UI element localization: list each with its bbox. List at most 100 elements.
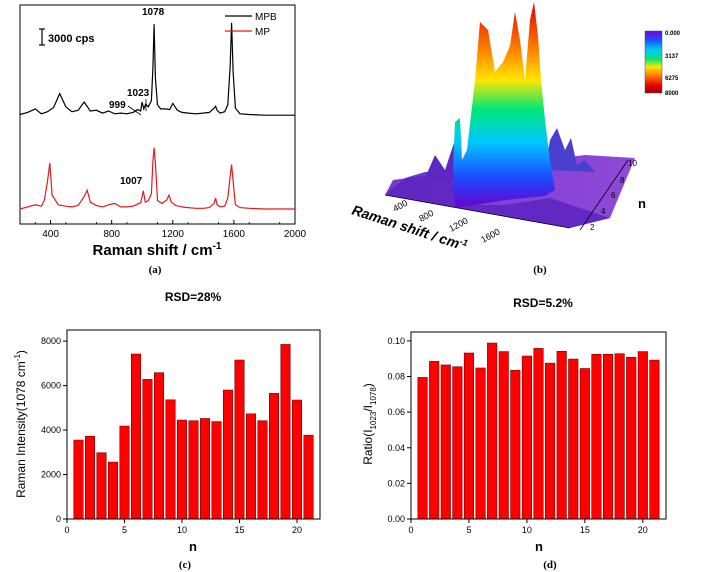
- colorbar-tick-0: 0.000: [665, 31, 681, 37]
- bar: [245, 413, 257, 520]
- x-tick-label: 5: [122, 525, 127, 535]
- y-tick-label: 0: [56, 514, 61, 524]
- bar: [199, 418, 211, 520]
- y-tick-label: 0.04: [387, 443, 405, 453]
- colorbar: [644, 30, 663, 94]
- x-tick-label: 1200: [162, 229, 185, 240]
- chart-c-ylabel: Raman Intensity(1078 cm-1): [13, 350, 28, 498]
- series-line-mpb: [19, 22, 295, 116]
- x-tick-label: 10: [522, 525, 532, 535]
- bar: [84, 435, 96, 520]
- chart-d-xlabel: n: [535, 539, 543, 554]
- colorbar-tick-3: 8000: [665, 91, 679, 97]
- chart-d: RSD=5.2% 0 5 10 15 20 0.00 0.02 0.04 0.06 0.08 0.1…: [361, 296, 667, 571]
- y-tick-label: 0.02: [387, 478, 405, 488]
- y-tick-label: 0.06: [387, 407, 405, 417]
- x-tick-label: 5: [466, 525, 471, 535]
- peak-label-1078: 1078: [142, 7, 165, 18]
- bar: [579, 368, 590, 520]
- bar: [211, 421, 222, 520]
- bar: [556, 350, 567, 520]
- bar: [498, 351, 509, 520]
- n-tick-2: 2: [590, 223, 595, 232]
- bar: [602, 353, 614, 520]
- chart-c-title: RSD=28%: [165, 290, 222, 304]
- x-tick-label: 1600: [223, 229, 246, 240]
- bar: [568, 358, 579, 520]
- n-tick-8: 8: [620, 176, 625, 185]
- x-tick-label: 20: [638, 525, 648, 535]
- panel-label-d: (d): [543, 559, 557, 571]
- colorbar-tick-1: 3137: [665, 54, 679, 60]
- y-tick-label: 4000: [41, 425, 61, 435]
- legend-mpb: MPB: [255, 12, 277, 23]
- bar: [73, 439, 84, 520]
- peak-label-1023: 1023: [127, 88, 150, 99]
- bar: [257, 420, 268, 520]
- bar: [153, 372, 165, 520]
- bar: [614, 353, 625, 520]
- chart-b-xaxis: [384, 194, 571, 229]
- bar: [188, 420, 199, 520]
- x-tick-label: 800: [103, 229, 120, 240]
- chart-b-ylabel: n: [638, 196, 646, 211]
- y-tick-label: 0.10: [387, 336, 405, 346]
- bar: [429, 361, 440, 520]
- chart-c: RSD=28% 0 5 10 15 20 0 2000 4000 6000 8000 n Rama…: [13, 290, 321, 571]
- chart-a: 400 800 1200 1600 2000 3000 cps MPB MP 1078 …: [19, 4, 307, 276]
- series-line-mp: [19, 147, 295, 210]
- y-tick-label: 0.00: [387, 514, 405, 524]
- y-tick-label: 2000: [41, 470, 61, 480]
- b-xtick-1200: 1200: [447, 216, 469, 234]
- scale-bar-label: 3000 cps: [48, 33, 94, 45]
- bar: [176, 419, 188, 520]
- bar: [521, 355, 532, 520]
- bar: [417, 377, 428, 520]
- surface-ridge-back: [545, 128, 595, 172]
- chart-b: 0.000 3137 6275 8000 2 4 6 8 10 n 400 80…: [350, 2, 681, 276]
- n-axis: [579, 159, 629, 231]
- bar: [626, 356, 637, 520]
- bar: [533, 348, 544, 520]
- x-tick-label: 400: [42, 229, 59, 240]
- bar: [463, 352, 475, 520]
- bar: [107, 461, 119, 520]
- chart-c-xlabel: n: [189, 539, 197, 554]
- y-tick-label: 6000: [41, 381, 61, 391]
- chart-a-xlabel: Raman shift / cm-1: [93, 241, 222, 259]
- x-tick-label: 0: [408, 525, 413, 535]
- bar: [510, 369, 521, 520]
- b-xtick-1600: 1600: [479, 227, 501, 245]
- bar: [280, 344, 291, 520]
- surface-main-peak: [453, 2, 555, 208]
- bar: [475, 367, 486, 520]
- bar: [142, 379, 153, 520]
- bar: [291, 399, 303, 520]
- chart-a-legend: MPB MP: [225, 12, 277, 38]
- scale-bar: 3000 cps: [39, 28, 94, 46]
- b-xtick-400: 400: [391, 198, 409, 214]
- bar: [487, 342, 498, 520]
- chart-c-frame: [66, 329, 321, 520]
- panel-label-c: (c): [179, 559, 192, 571]
- n-tick-10: 10: [628, 159, 637, 168]
- chart-d-ylabel: Ratio(I1023/I1078): [361, 383, 378, 465]
- peak-arrow-999: [127, 105, 142, 116]
- bar: [130, 353, 142, 520]
- bar: [165, 399, 176, 520]
- legend-mp: MP: [255, 27, 270, 38]
- chart-d-title: RSD=5.2%: [513, 296, 573, 310]
- bar: [649, 359, 660, 520]
- n-tick-4: 4: [601, 207, 606, 216]
- y-tick-label: 8000: [41, 336, 61, 346]
- x-tick-label: 0: [64, 525, 69, 535]
- x-tick-label: 15: [234, 525, 244, 535]
- bar: [452, 366, 463, 520]
- bar: [119, 425, 130, 520]
- x-tick-label: 2000: [284, 229, 307, 240]
- colorbar-tick-2: 6275: [665, 76, 679, 82]
- bar: [234, 359, 245, 520]
- surface-front: [385, 170, 610, 228]
- bar: [96, 452, 107, 520]
- panel-label-a: (a): [149, 264, 162, 276]
